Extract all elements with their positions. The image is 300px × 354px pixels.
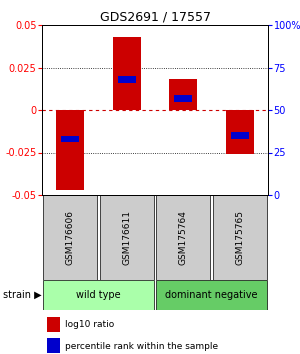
Bar — [61, 136, 80, 142]
Bar — [174, 95, 192, 102]
Bar — [156, 280, 267, 310]
Bar — [43, 195, 98, 280]
Bar — [43, 280, 154, 310]
Text: dominant negative: dominant negative — [165, 290, 258, 300]
Bar — [100, 195, 154, 280]
Bar — [169, 79, 197, 110]
Bar — [112, 37, 141, 110]
Bar — [231, 132, 249, 139]
Title: GDS2691 / 17557: GDS2691 / 17557 — [100, 11, 211, 24]
Text: GSM175765: GSM175765 — [235, 210, 244, 265]
Bar — [46, 338, 60, 353]
Bar — [213, 195, 267, 280]
Text: GSM176606: GSM176606 — [66, 210, 75, 265]
Text: wild type: wild type — [76, 290, 121, 300]
Text: strain ▶: strain ▶ — [3, 290, 42, 300]
Bar — [156, 195, 210, 280]
Bar — [46, 317, 60, 332]
Text: log10 ratio: log10 ratio — [64, 320, 114, 329]
Bar — [118, 76, 136, 83]
Text: GSM175764: GSM175764 — [179, 210, 188, 265]
Text: GSM176611: GSM176611 — [122, 210, 131, 265]
Bar — [226, 110, 254, 154]
Bar — [56, 110, 84, 190]
Text: percentile rank within the sample: percentile rank within the sample — [64, 342, 218, 351]
